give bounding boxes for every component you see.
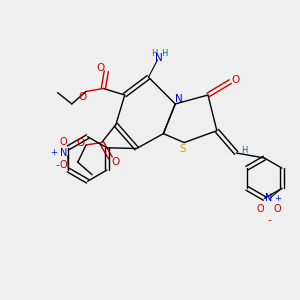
Text: N: N	[60, 148, 68, 158]
Text: O: O	[60, 160, 68, 170]
Text: +: +	[51, 148, 57, 158]
Text: N: N	[175, 94, 183, 103]
Text: +: +	[274, 194, 281, 203]
Text: H: H	[241, 146, 248, 155]
Text: O: O	[97, 63, 105, 73]
Text: N: N	[265, 194, 273, 203]
Text: -: -	[55, 160, 59, 170]
Text: O: O	[273, 204, 281, 214]
Text: O: O	[76, 138, 85, 148]
Text: H: H	[151, 49, 157, 58]
Text: O: O	[232, 75, 240, 85]
Text: O: O	[257, 204, 264, 214]
Text: -: -	[267, 215, 271, 225]
Text: H: H	[161, 49, 167, 58]
Text: O: O	[112, 157, 120, 166]
Text: S: S	[179, 144, 186, 154]
Text: N: N	[155, 53, 163, 64]
Text: O: O	[78, 92, 87, 102]
Text: O: O	[60, 137, 68, 147]
